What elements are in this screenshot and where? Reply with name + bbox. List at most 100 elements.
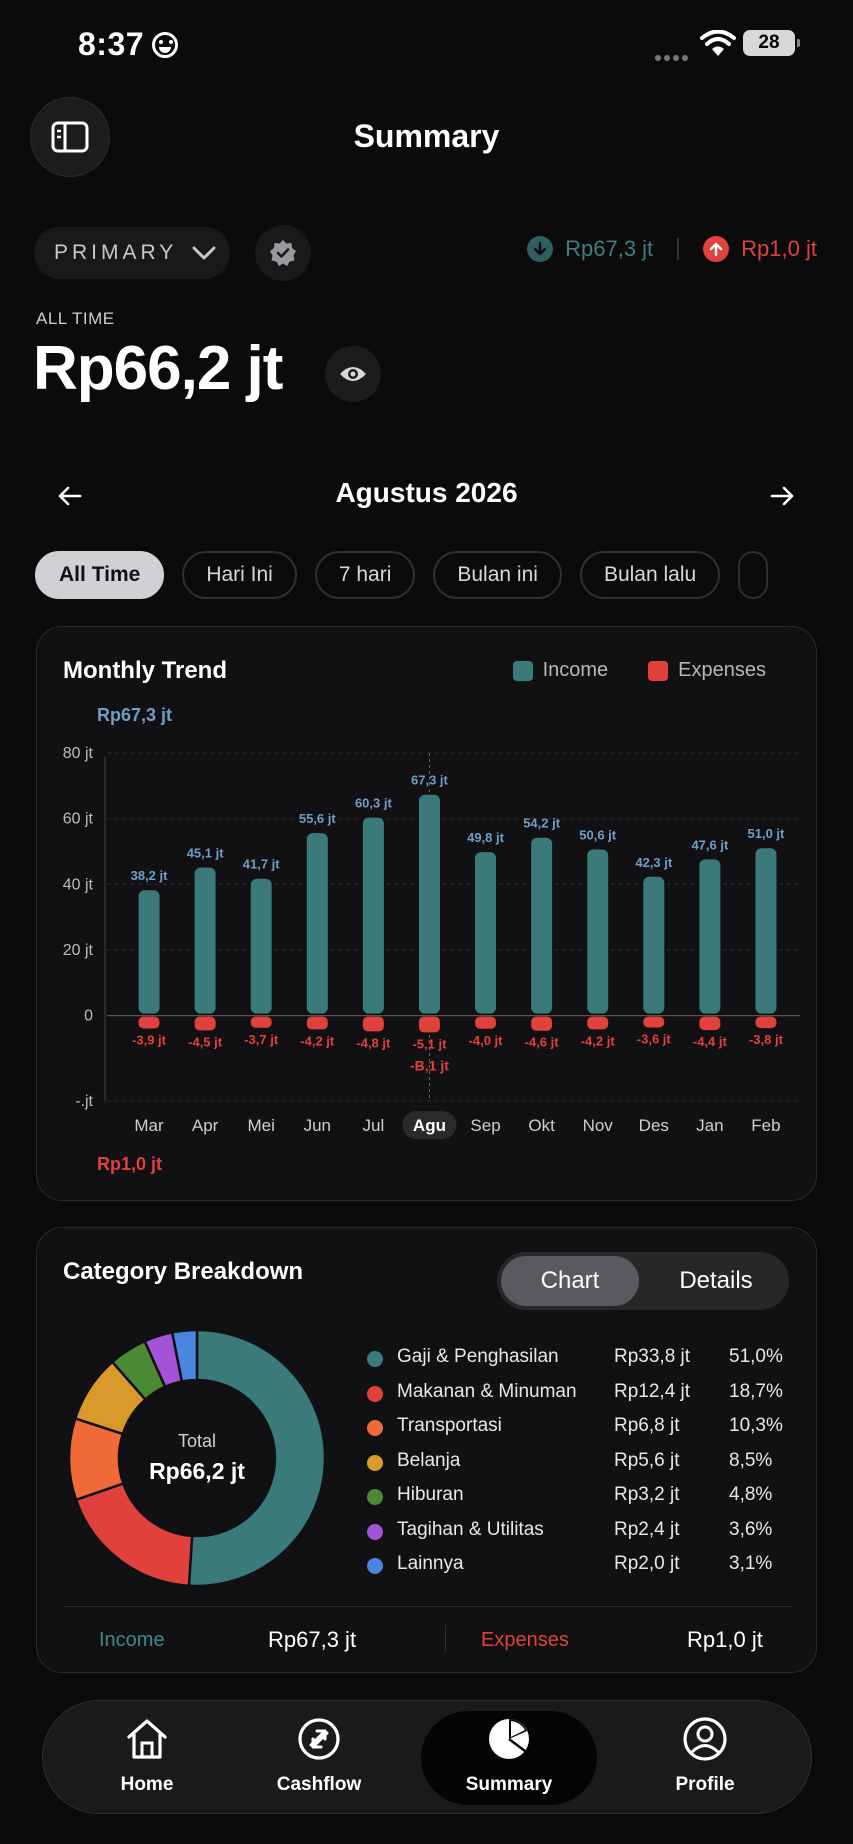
page-title: Summary <box>353 118 500 154</box>
signal-icon <box>655 48 695 61</box>
category-row[interactable]: Makanan & Minuman Rp12,4 jt 18,7% <box>367 1379 807 1414</box>
expense-bar <box>194 1016 216 1031</box>
income-bar <box>194 867 216 1014</box>
category-color-dot <box>367 1523 383 1540</box>
tab-profile[interactable]: Profile <box>625 1711 785 1805</box>
tab-summary-label: Summary <box>465 1774 553 1795</box>
chart-max-label: Rp67,3 jt <box>97 705 172 725</box>
balance-period-label: ALL TIME <box>36 309 115 328</box>
x-tick-label: Jan <box>696 1116 723 1135</box>
category-name: Tagihan & Utilitas <box>397 1518 544 1540</box>
expense-bar <box>643 1016 665 1028</box>
category-list: Gaji & Penghasilan Rp33,8 jt 51,0% Makanan … <box>367 1344 807 1586</box>
legend-income-swatch <box>512 660 533 681</box>
category-row[interactable]: Hiburan Rp3,2 jt 4,8% <box>367 1482 807 1517</box>
sidebar-toggle-button[interactable] <box>30 97 110 177</box>
tab-home[interactable]: Home <box>67 1711 227 1805</box>
y-tick-label: 80 jt <box>63 745 94 762</box>
income-value-label: 47,6 jt <box>691 837 729 852</box>
period-filters: All Time Hari Ini 7 hari Bulan ini Bulan lal… <box>35 551 853 601</box>
category-row[interactable]: Lainnya Rp2,0 jt 3,1% <box>367 1551 807 1586</box>
totals-row: Income Rp67,3 jt Expenses Rp1,0 jt <box>63 1606 792 1666</box>
income-value-label: 55,6 jt <box>299 811 337 826</box>
segment-chart[interactable]: Chart <box>501 1256 639 1306</box>
category-percent: 4,8% <box>729 1484 773 1505</box>
divider <box>677 238 680 260</box>
donut-slice[interactable] <box>170 1328 199 1383</box>
month-navigator: Agustus 2026 <box>0 472 853 518</box>
donut-slice[interactable] <box>187 1328 327 1588</box>
x-tick-label: Apr <box>192 1116 219 1135</box>
income-bar <box>362 817 384 1014</box>
y-tick-label: 40 jt <box>63 876 94 893</box>
smiley-icon <box>152 32 178 58</box>
filter-bulan-lalu[interactable]: Bulan lalu <box>579 551 721 599</box>
income-bar <box>250 878 272 1014</box>
income-bar <box>418 794 440 1014</box>
monthly-trend-card: Monthly Trend Income Expenses Rp67,3 jt R… <box>36 626 817 1201</box>
wifi-icon <box>700 30 736 56</box>
income-value-label: 67,3 jt <box>411 773 449 788</box>
category-color-dot <box>367 1454 383 1471</box>
expense-bar <box>475 1016 497 1029</box>
filter-all-time[interactable]: All Time <box>35 551 165 599</box>
expense-arrow-icon <box>703 236 730 262</box>
chart-min-label: Rp1,0 jt <box>97 1154 162 1174</box>
donut-total-value: Rp66,2 jt <box>149 1458 245 1484</box>
verified-badge-icon <box>270 240 296 266</box>
tab-cashflow[interactable]: Cashflow <box>239 1711 399 1805</box>
toggle-visibility-button[interactable] <box>325 346 381 402</box>
category-breakdown-card: Category Breakdown Chart Details Total R… <box>36 1227 817 1673</box>
category-percent: 3,1% <box>729 1553 773 1574</box>
income-value-label: 49,8 jt <box>467 830 505 845</box>
sidebar-icon <box>51 121 89 153</box>
category-row[interactable]: Belanja Rp5,6 jt 8,5% <box>367 1448 807 1483</box>
category-percent: 18,7% <box>729 1380 783 1402</box>
arrow-right-icon[interactable] <box>762 476 802 516</box>
filter-bulan-ini[interactable]: Bulan ini <box>433 551 562 599</box>
income-value-label: 50,6 jt <box>579 828 617 843</box>
expense-bar <box>138 1016 160 1029</box>
verified-button[interactable] <box>255 225 311 281</box>
expense-value-label: -4,2 jt <box>300 1033 335 1048</box>
category-name: Gaji & Penghasilan <box>397 1346 559 1367</box>
expense-value-label: -3,9 jt <box>132 1032 167 1047</box>
arrow-left-icon[interactable] <box>50 476 90 516</box>
filter-7-hari[interactable]: 7 hari <box>314 551 416 599</box>
x-tick-label: Des <box>639 1116 669 1135</box>
category-donut: Total Rp66,2 jt <box>67 1328 327 1588</box>
donut-total-label: Total <box>177 1431 217 1451</box>
segment-details[interactable]: Details <box>679 1267 753 1294</box>
x-tick-label: Nov <box>583 1116 614 1135</box>
y-tick-label: 20 jt <box>63 942 94 959</box>
category-row[interactable]: Gaji & Penghasilan Rp33,8 jt 51,0% <box>367 1344 807 1379</box>
income-bar <box>699 859 721 1014</box>
y-tick-label: 60 jt <box>63 811 94 828</box>
highlight-pill <box>402 1111 457 1139</box>
category-amount: Rp6,8 jt <box>614 1415 680 1436</box>
category-row[interactable]: Transportasi Rp6,8 jt 10,3% <box>367 1413 807 1448</box>
expense-value-label: -3,8 jt <box>749 1032 784 1047</box>
legend-expenses: Expenses <box>648 659 766 682</box>
category-color-dot <box>367 1351 383 1367</box>
tab-summary[interactable]: Summary <box>421 1711 597 1805</box>
quick-stats: Rp67,3 jt Rp1,0 jt <box>527 236 817 262</box>
category-row[interactable]: Tagihan & Utilitas Rp2,4 jt 3,6% <box>367 1517 807 1552</box>
filter-more[interactable] <box>738 551 769 599</box>
category-amount: Rp2,4 jt <box>614 1518 680 1540</box>
category-color-dot <box>367 1489 383 1505</box>
account-selector[interactable]: PRIMARY <box>34 227 230 279</box>
income-value-label: 38,2 jt <box>131 868 169 883</box>
chevron-down-icon <box>192 246 216 260</box>
category-percent: 51,0% <box>729 1346 783 1367</box>
income-value-label: 51,0 jt <box>748 826 786 841</box>
total-income-label: Income <box>99 1629 165 1651</box>
y-tick-label: 0 <box>84 1008 93 1025</box>
legend-expenses-swatch <box>648 660 669 681</box>
cashflow-icon <box>298 1718 340 1760</box>
expense-value-label: -4,4 jt <box>693 1034 728 1049</box>
x-tick-label: Mar <box>134 1116 164 1135</box>
total-expense-value: Rp1,0 jt <box>687 1627 763 1652</box>
filter-hari-ini[interactable]: Hari Ini <box>182 551 297 599</box>
tab-cashflow-label: Cashflow <box>276 1774 362 1795</box>
